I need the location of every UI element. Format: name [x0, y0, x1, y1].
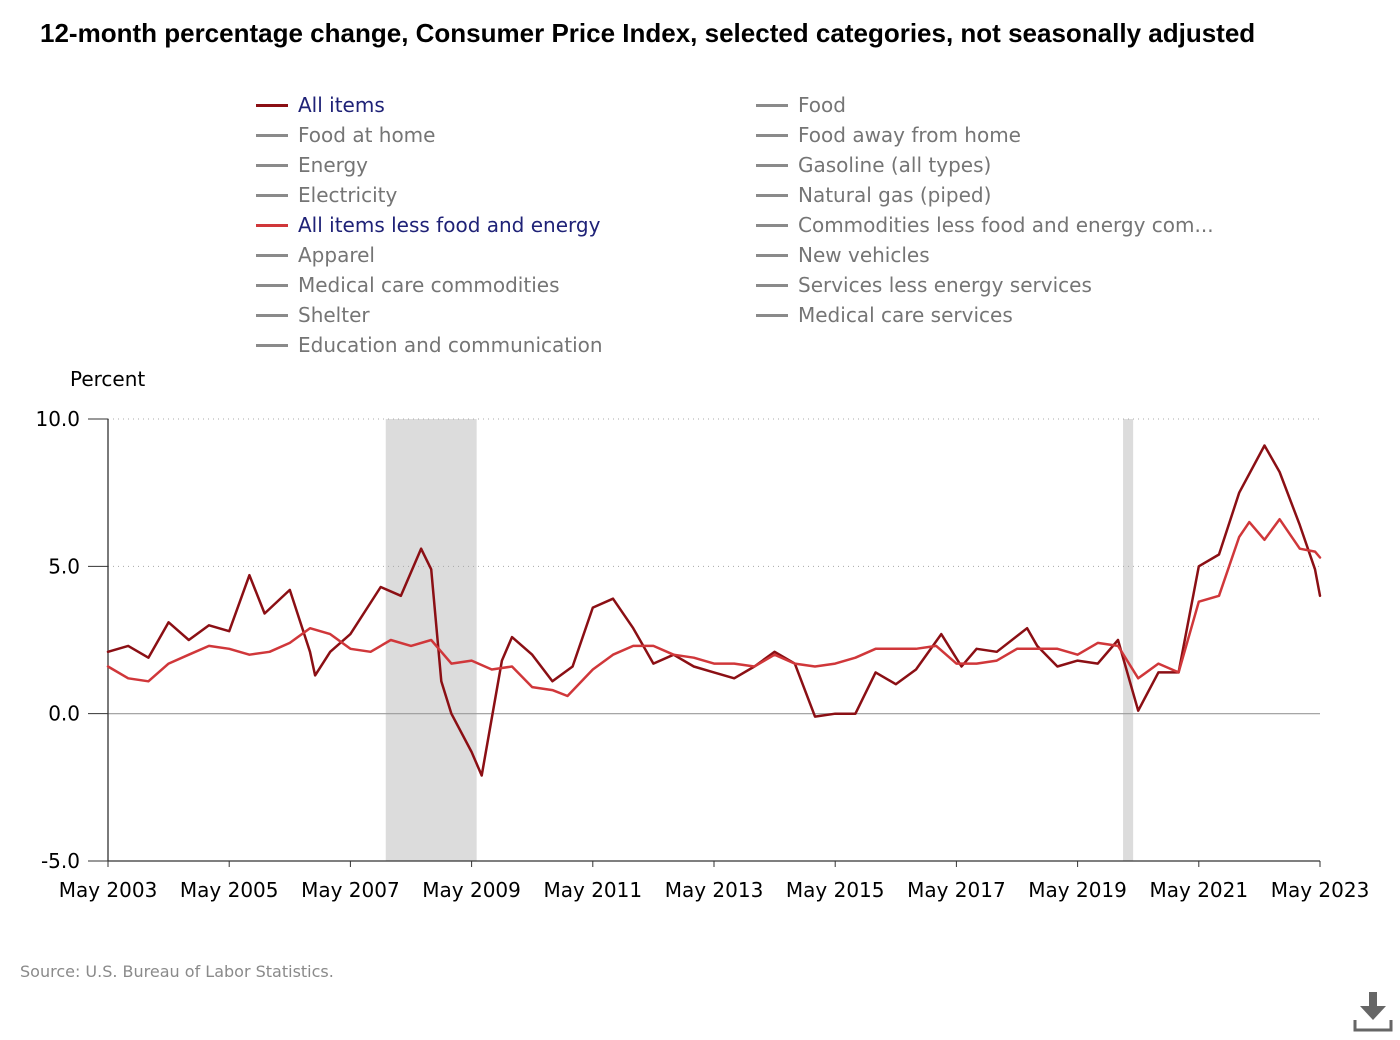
legend-swatch — [756, 103, 788, 107]
legend-label: Food away from home — [798, 123, 1021, 147]
legend-item[interactable]: Medical care commodities — [256, 270, 559, 300]
recession-band — [1123, 419, 1134, 861]
legend-label: Food — [798, 93, 846, 117]
legend-label: Gasoline (all types) — [798, 153, 992, 177]
legend-swatch — [256, 133, 288, 137]
x-tick-label: May 2023 — [1271, 878, 1370, 902]
legend-swatch — [256, 343, 288, 347]
legend-item[interactable]: Food away from home — [756, 120, 1021, 150]
legend-item[interactable]: Electricity — [256, 180, 397, 210]
legend-item[interactable]: Shelter — [256, 300, 370, 330]
legend-label: Medical care commodities — [298, 273, 560, 297]
legend-label: All items — [298, 93, 385, 117]
source-note: Source: U.S. Bureau of Labor Statistics. — [20, 962, 334, 981]
legend-label: Energy — [298, 153, 369, 177]
legend-item[interactable]: Natural gas (piped) — [756, 180, 991, 210]
legend-label: Shelter — [298, 303, 370, 327]
legend-item[interactable]: Services less energy services — [756, 270, 1092, 300]
x-tick-label: May 2009 — [422, 878, 521, 902]
x-tick-label: May 2019 — [1028, 878, 1127, 902]
legend-item[interactable]: Energy — [256, 150, 368, 180]
series-line — [106, 517, 1322, 698]
legend-item[interactable]: Apparel — [256, 240, 375, 270]
download-icon[interactable] — [1352, 990, 1394, 1034]
legend-swatch — [256, 193, 288, 197]
legend-item[interactable]: New vehicles — [756, 240, 930, 270]
legend-label: New vehicles — [798, 243, 930, 267]
legend-item[interactable]: All items less food and energy — [256, 210, 600, 240]
x-tick-label: May 2021 — [1149, 878, 1248, 902]
legend-item[interactable]: Medical care services — [756, 300, 1013, 330]
legend-label: Commodities less food and energy com... — [798, 213, 1214, 237]
legend-label: Food at home — [298, 123, 436, 147]
legend-label: Medical care services — [798, 303, 1013, 327]
legend-item[interactable]: All items — [256, 90, 385, 120]
legend-swatch — [256, 283, 288, 287]
legend-swatch — [756, 313, 788, 317]
line-chart: 10.0 5.0 0.0 -5.0 May 2003 May 2005 May 2007 Ma… — [35, 407, 1370, 902]
y-tick-label: -5.0 — [41, 849, 80, 873]
legend-item[interactable]: Food — [756, 90, 846, 120]
x-tick-label: May 2011 — [543, 878, 642, 902]
legend-swatch — [756, 253, 788, 257]
x-tick-label: May 2015 — [786, 878, 885, 902]
legend-swatch — [256, 223, 288, 227]
series-line — [106, 444, 1322, 777]
legend-label: Education and communication — [298, 333, 603, 357]
y-tick-label: 0.0 — [48, 702, 80, 726]
y-tick-label: 10.0 — [35, 407, 80, 431]
x-tick-label: May 2005 — [180, 878, 279, 902]
x-tick-label: May 2007 — [301, 878, 400, 902]
legend-label: Natural gas (piped) — [798, 183, 992, 207]
y-tick-label: 5.0 — [48, 554, 80, 578]
legend: All items Food Food at home Food away from … — [256, 90, 1256, 360]
legend-swatch — [756, 133, 788, 137]
chart-title: 12-month percentage change, Consumer Pri… — [40, 18, 1256, 48]
legend-swatch — [256, 163, 288, 167]
legend-swatch — [756, 193, 788, 197]
legend-label: Apparel — [298, 243, 375, 267]
x-tick-label: May 2013 — [665, 878, 764, 902]
legend-label: Services less energy services — [798, 273, 1092, 297]
x-tick-label: May 2017 — [907, 878, 1006, 902]
legend-swatch — [756, 163, 788, 167]
legend-swatch — [256, 103, 288, 107]
x-tick-label: May 2003 — [59, 878, 158, 902]
legend-swatch — [256, 253, 288, 257]
legend-item[interactable]: Commodities less food and energy com... — [756, 210, 1214, 240]
legend-label: Electricity — [298, 183, 398, 207]
legend-item[interactable]: Food at home — [256, 120, 435, 150]
legend-item[interactable]: Gasoline (all types) — [756, 150, 991, 180]
legend-swatch — [756, 223, 788, 227]
y-axis-title: Percent — [70, 367, 146, 391]
legend-item[interactable]: Education and communication — [256, 330, 603, 360]
legend-swatch — [756, 283, 788, 287]
legend-label: All items less food and energy — [298, 213, 601, 237]
legend-swatch — [256, 313, 288, 317]
